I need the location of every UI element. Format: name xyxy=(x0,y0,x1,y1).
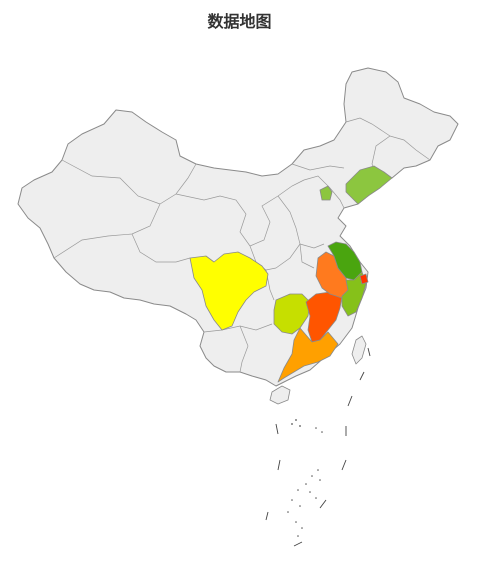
province-liaoning[interactable] xyxy=(345,165,393,205)
island-hainan[interactable] xyxy=(269,385,291,405)
china-outline xyxy=(17,67,459,387)
map-title: 数据地图 xyxy=(207,12,272,31)
province-beijing[interactable] xyxy=(319,185,333,201)
south-china-sea-islands xyxy=(265,347,371,547)
province-zhejiang[interactable] xyxy=(341,271,367,317)
province-sichuan[interactable] xyxy=(189,251,269,331)
island-taiwan[interactable] xyxy=(351,335,367,365)
province-shanghai[interactable] xyxy=(359,273,369,285)
province-guangdong[interactable] xyxy=(277,327,339,383)
